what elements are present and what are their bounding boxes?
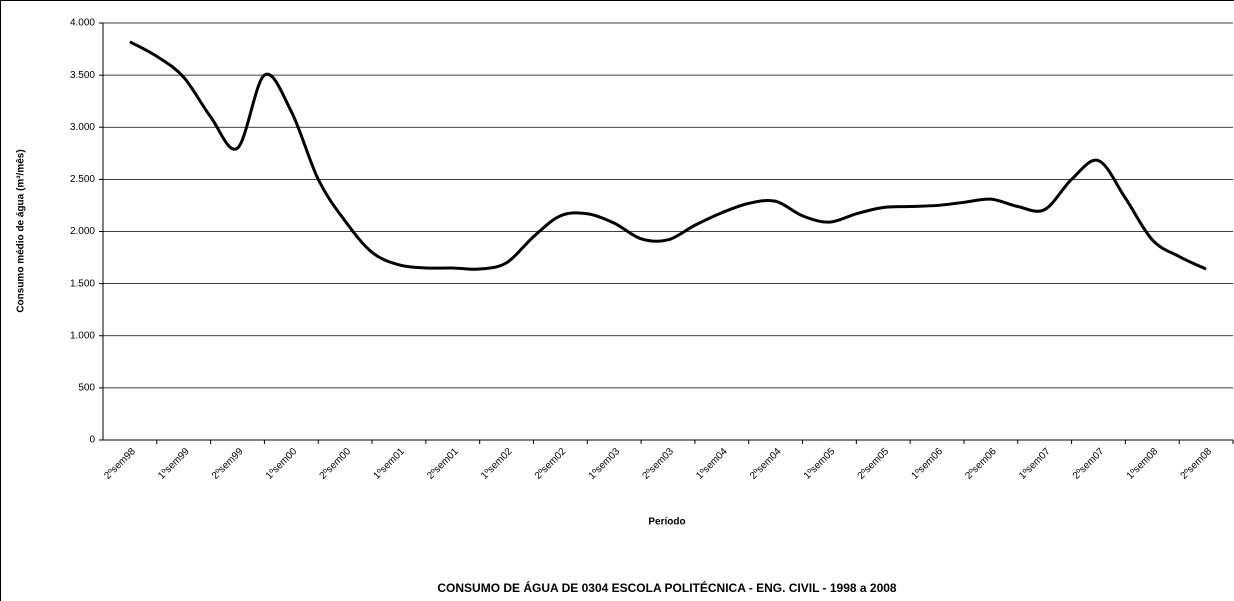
x-axis-label: Período [648,517,685,528]
y-tick-label: 4.000 [70,18,95,29]
y-tick-label: 1.000 [70,330,95,341]
chart-title: CONSUMO DE ÁGUA DE 0304 ESCOLA POLITÉCNI… [437,580,897,595]
line-series [129,40,1207,271]
y-tick-label: 1.500 [70,278,95,289]
y-tick-label: 2.500 [70,174,95,185]
y-axis-label: Consumo médio de água (m³/mês) [16,149,27,312]
y-tick-label: 500 [78,383,95,394]
y-tick-label: 3.000 [70,122,95,133]
y-tick-label: 3.500 [70,70,95,81]
y-tick-label: 2.000 [70,226,95,237]
y-tick-label: 0 [89,435,95,446]
